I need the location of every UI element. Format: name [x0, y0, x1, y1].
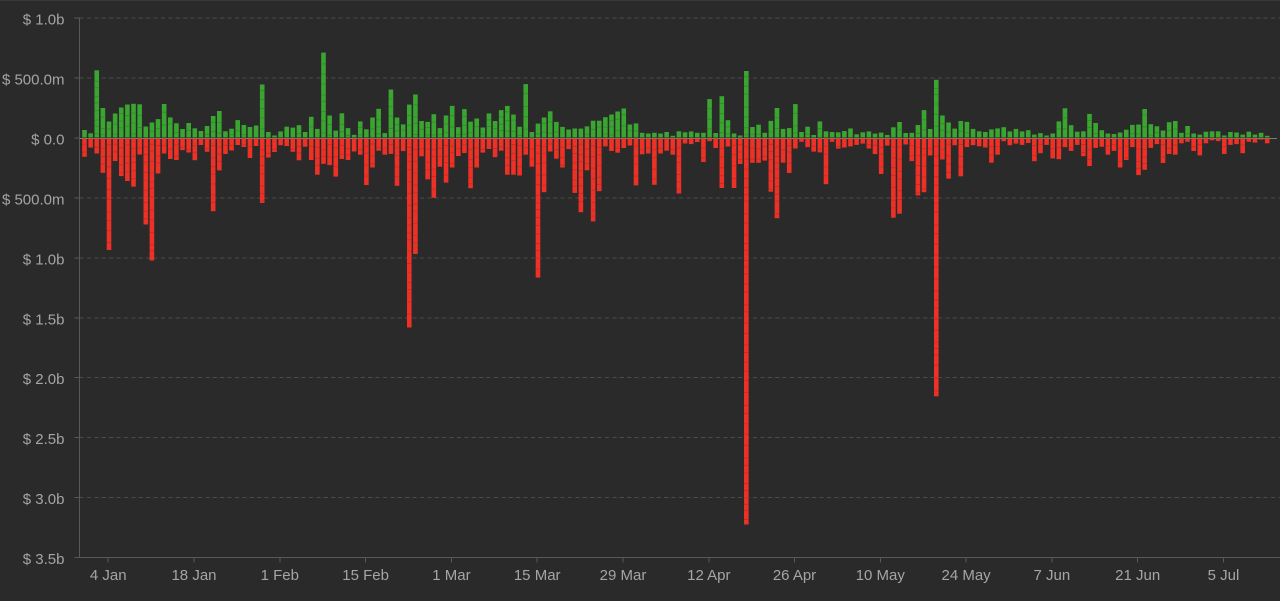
svg-text:24 May: 24 May	[941, 567, 991, 584]
svg-text:15 Mar: 15 Mar	[514, 567, 561, 584]
svg-text:1 Feb: 1 Feb	[261, 567, 299, 584]
svg-text:$ 1.0b: $ 1.0b	[23, 12, 65, 29]
svg-text:12 Apr: 12 Apr	[687, 567, 730, 584]
svg-text:$ 2.0b: $ 2.0b	[23, 371, 65, 388]
svg-text:$ 500.0m: $ 500.0m	[2, 192, 65, 209]
svg-text:21 Jun: 21 Jun	[1115, 567, 1160, 584]
svg-text:10 May: 10 May	[856, 567, 906, 584]
svg-text:7 Jun: 7 Jun	[1034, 567, 1071, 584]
svg-text:$ 0.0: $ 0.0	[31, 132, 64, 149]
svg-text:18 Jan: 18 Jan	[171, 567, 216, 584]
svg-text:1 Mar: 1 Mar	[432, 567, 470, 584]
svg-text:29 Mar: 29 Mar	[600, 567, 647, 584]
svg-text:15 Feb: 15 Feb	[342, 567, 389, 584]
svg-text:$ 500.0m: $ 500.0m	[2, 72, 65, 89]
svg-text:$ 3.5b: $ 3.5b	[23, 551, 65, 568]
svg-text:5 Jul: 5 Jul	[1208, 567, 1240, 584]
svg-text:$ 3.0b: $ 3.0b	[23, 491, 65, 508]
svg-text:26 Apr: 26 Apr	[773, 567, 816, 584]
svg-text:$ 2.5b: $ 2.5b	[23, 431, 65, 448]
svg-text:4 Jan: 4 Jan	[90, 567, 127, 584]
svg-text:$ 1.5b: $ 1.5b	[23, 312, 65, 329]
svg-text:$ 1.0b: $ 1.0b	[23, 252, 65, 269]
